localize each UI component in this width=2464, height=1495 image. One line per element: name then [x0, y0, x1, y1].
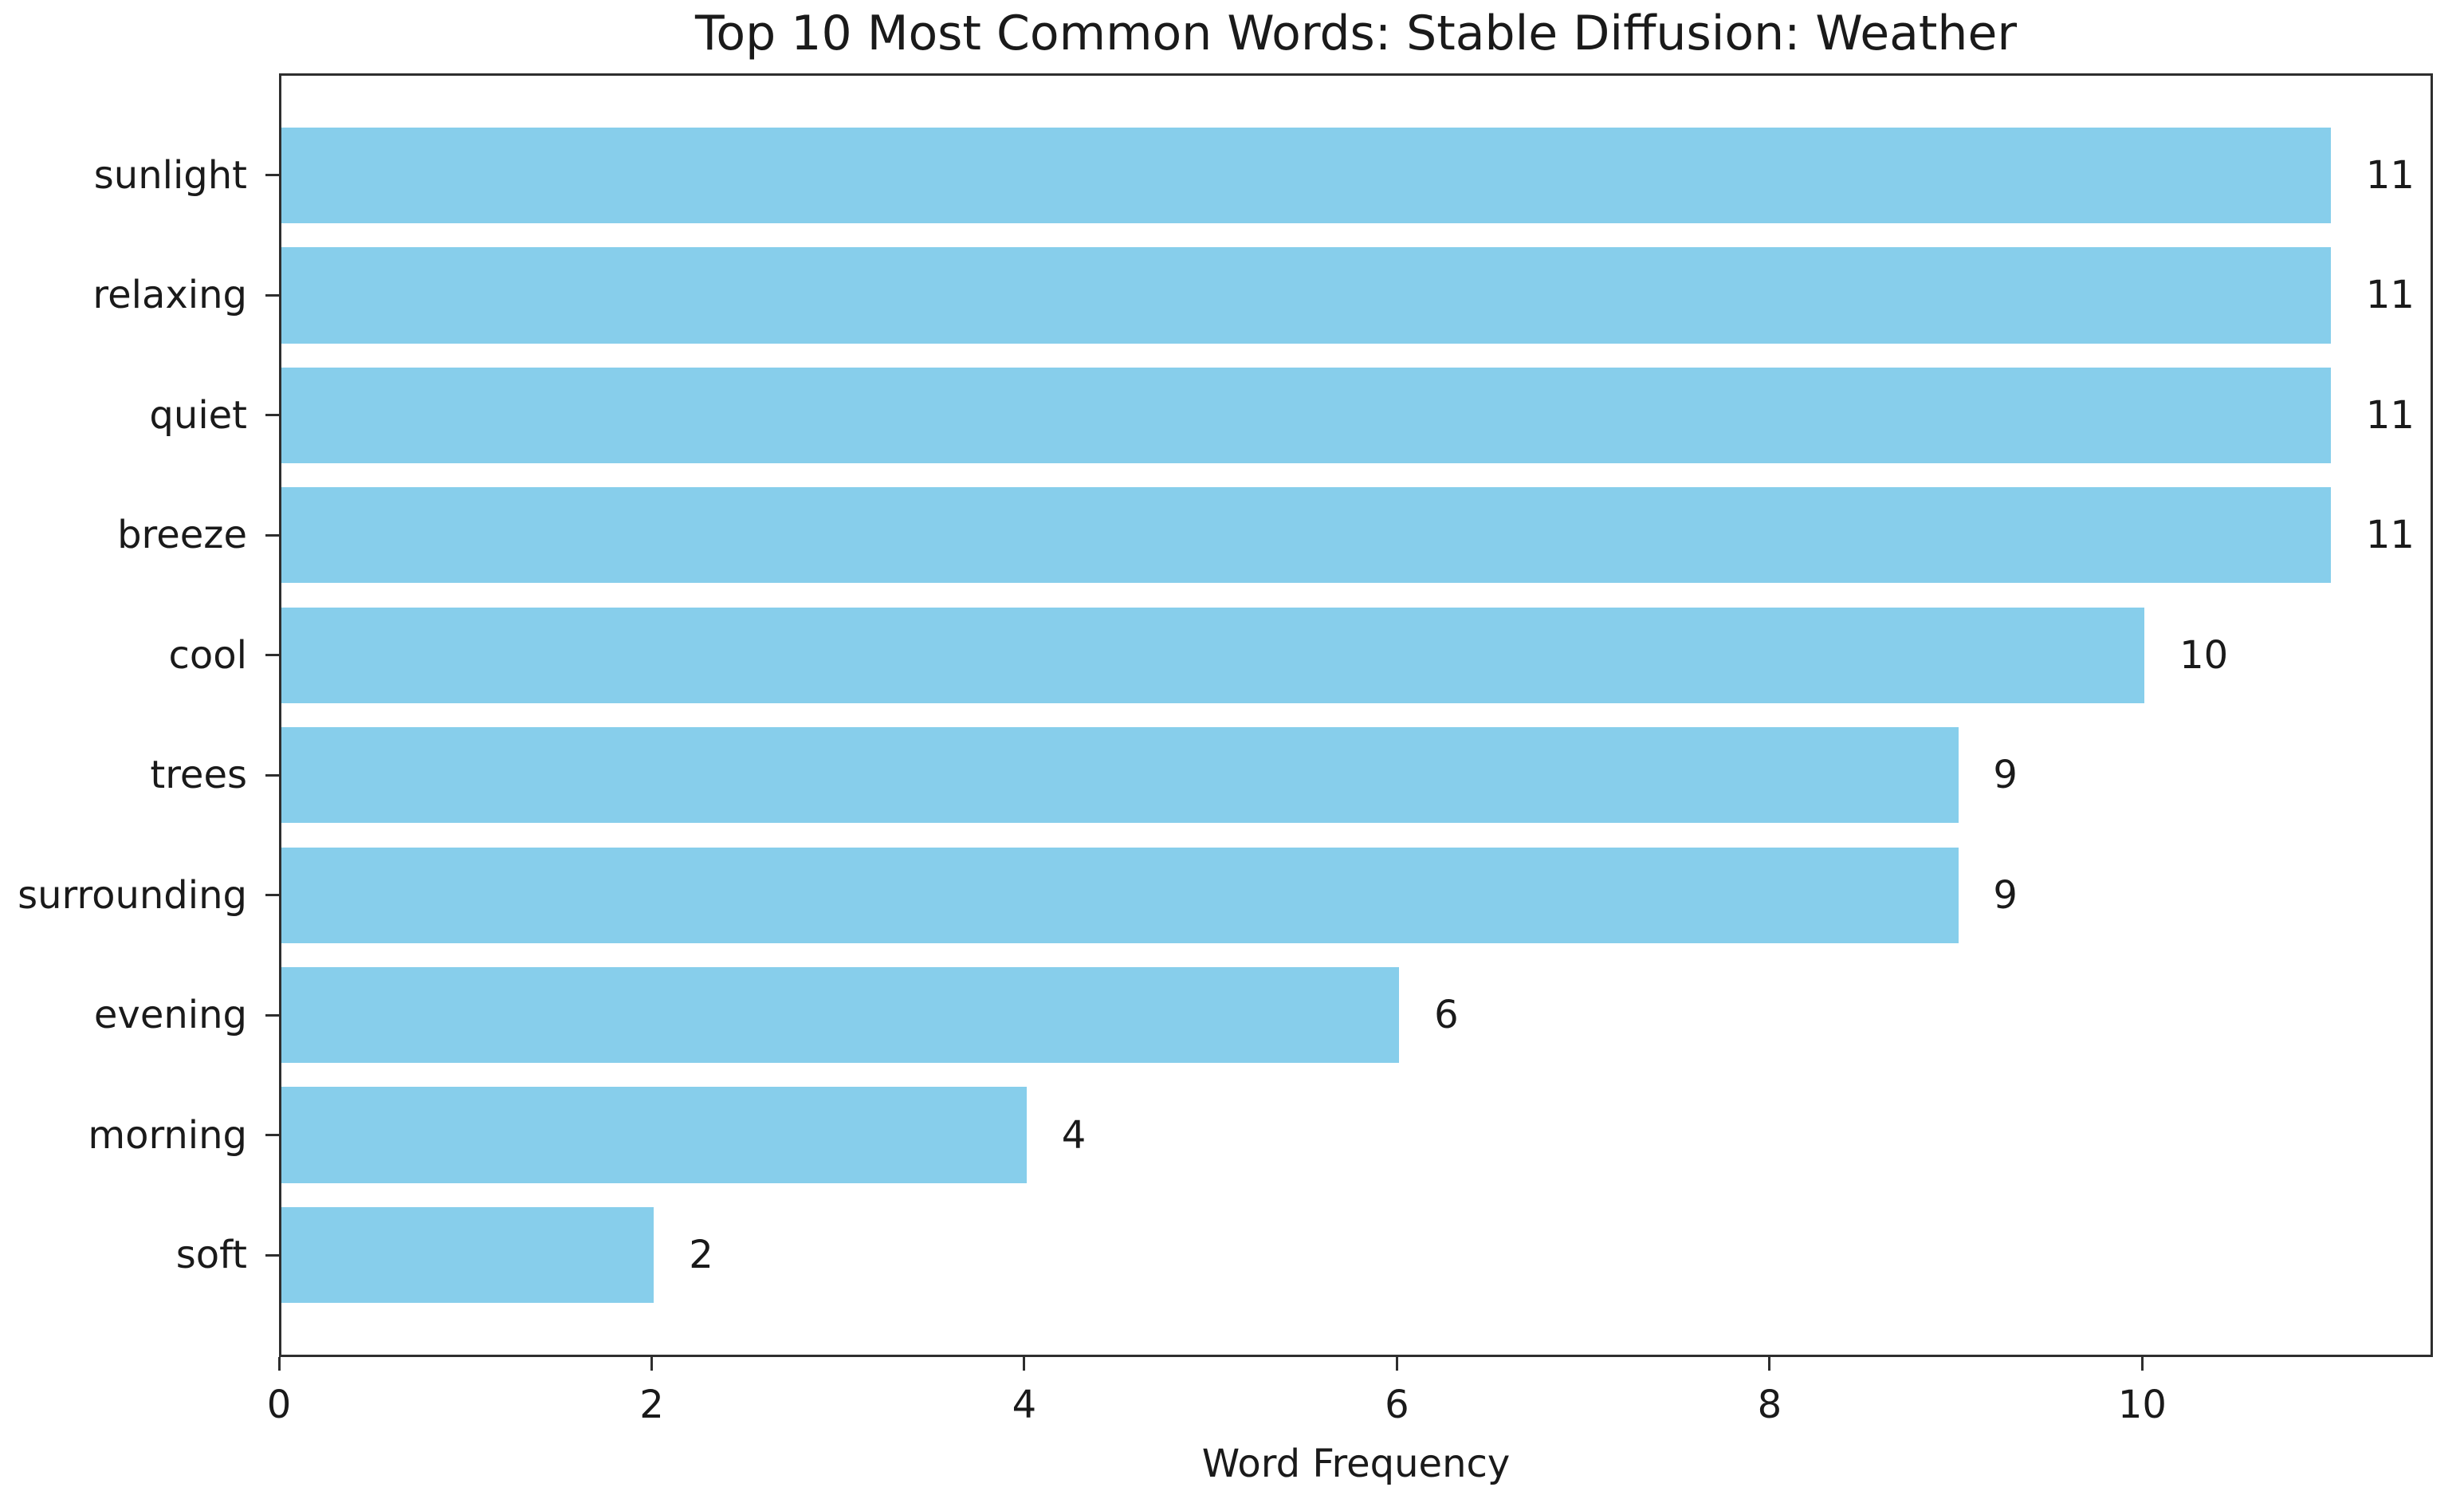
y-tick-mark-quiet	[265, 414, 279, 417]
value-label-evening: 6	[1434, 993, 1459, 1038]
value-label-cool: 10	[2179, 632, 2229, 678]
y-tick-mark-trees	[265, 773, 279, 777]
x-tick-mark-8	[1768, 1357, 1771, 1371]
y-tick-mark-relaxing	[265, 293, 279, 297]
bar-soft	[281, 1206, 654, 1304]
x-tick-mark-6	[1395, 1357, 1398, 1371]
value-label-sunlight: 11	[2365, 152, 2415, 198]
bar-quiet	[281, 367, 2332, 463]
x-tick-label-8: 8	[1757, 1383, 1782, 1427]
y-tick-label-trees: trees	[150, 753, 247, 798]
bar-relaxing	[281, 247, 2332, 344]
value-label-breeze: 11	[2365, 513, 2415, 558]
value-label-trees: 9	[1993, 753, 2018, 798]
x-tick-mark-0	[277, 1357, 281, 1371]
y-tick-label-morning: morning	[88, 1112, 247, 1158]
bar-cool	[281, 607, 2145, 703]
bar-sunlight	[281, 127, 2332, 224]
value-label-surrounding: 9	[1993, 872, 2018, 918]
y-tick-label-breeze: breeze	[117, 513, 247, 558]
y-tick-label-evening: evening	[93, 993, 247, 1038]
y-tick-label-relaxing: relaxing	[92, 273, 247, 318]
y-tick-mark-soft	[265, 1253, 279, 1257]
y-tick-mark-evening	[265, 1013, 279, 1017]
x-tick-label-10: 10	[2117, 1383, 2167, 1427]
y-tick-label-quiet: quiet	[149, 392, 247, 438]
x-tick-mark-10	[2140, 1357, 2144, 1371]
bar-breeze	[281, 487, 2332, 584]
value-label-soft: 2	[689, 1233, 713, 1278]
y-tick-mark-surrounding	[265, 894, 279, 897]
value-label-quiet: 11	[2365, 392, 2415, 438]
bar-evening	[281, 966, 1400, 1064]
value-label-relaxing: 11	[2365, 273, 2415, 318]
y-tick-label-cool: cool	[168, 632, 247, 678]
y-tick-mark-morning	[265, 1134, 279, 1137]
x-axis-title: Word Frequency	[1201, 1442, 1511, 1486]
plot-area	[279, 73, 2433, 1357]
x-tick-label-2: 2	[639, 1383, 664, 1427]
y-tick-mark-sunlight	[265, 174, 279, 177]
x-tick-label-4: 4	[1012, 1383, 1037, 1427]
x-tick-mark-4	[1023, 1357, 1026, 1371]
value-label-morning: 4	[1061, 1112, 1087, 1158]
y-tick-mark-breeze	[265, 533, 279, 537]
y-tick-label-soft: soft	[175, 1233, 247, 1278]
y-tick-mark-cool	[265, 654, 279, 657]
bar-surrounding	[281, 847, 1959, 943]
bar-morning	[281, 1087, 1027, 1183]
bar-trees	[281, 727, 1959, 824]
x-tick-label-0: 0	[266, 1383, 292, 1427]
y-tick-label-surrounding: surrounding	[18, 872, 247, 918]
chart-title: Top 10 Most Common Words: Stable Diffusi…	[694, 6, 2018, 61]
x-tick-label-6: 6	[1385, 1383, 1409, 1427]
y-tick-label-sunlight: sunlight	[93, 152, 247, 198]
x-tick-mark-2	[650, 1357, 653, 1371]
